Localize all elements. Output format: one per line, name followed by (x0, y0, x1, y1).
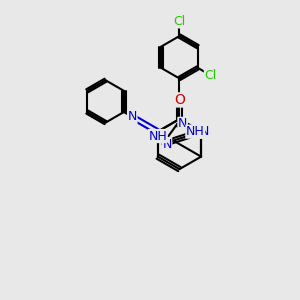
Text: N: N (178, 117, 187, 130)
Text: NH: NH (148, 130, 167, 142)
Text: Cl: Cl (173, 15, 186, 28)
Text: O: O (174, 93, 185, 107)
Text: N: N (196, 125, 206, 138)
Text: NH: NH (186, 125, 205, 138)
Text: N: N (200, 125, 209, 138)
Text: N: N (128, 110, 137, 123)
Text: Cl: Cl (204, 69, 217, 82)
Text: N: N (162, 138, 172, 151)
